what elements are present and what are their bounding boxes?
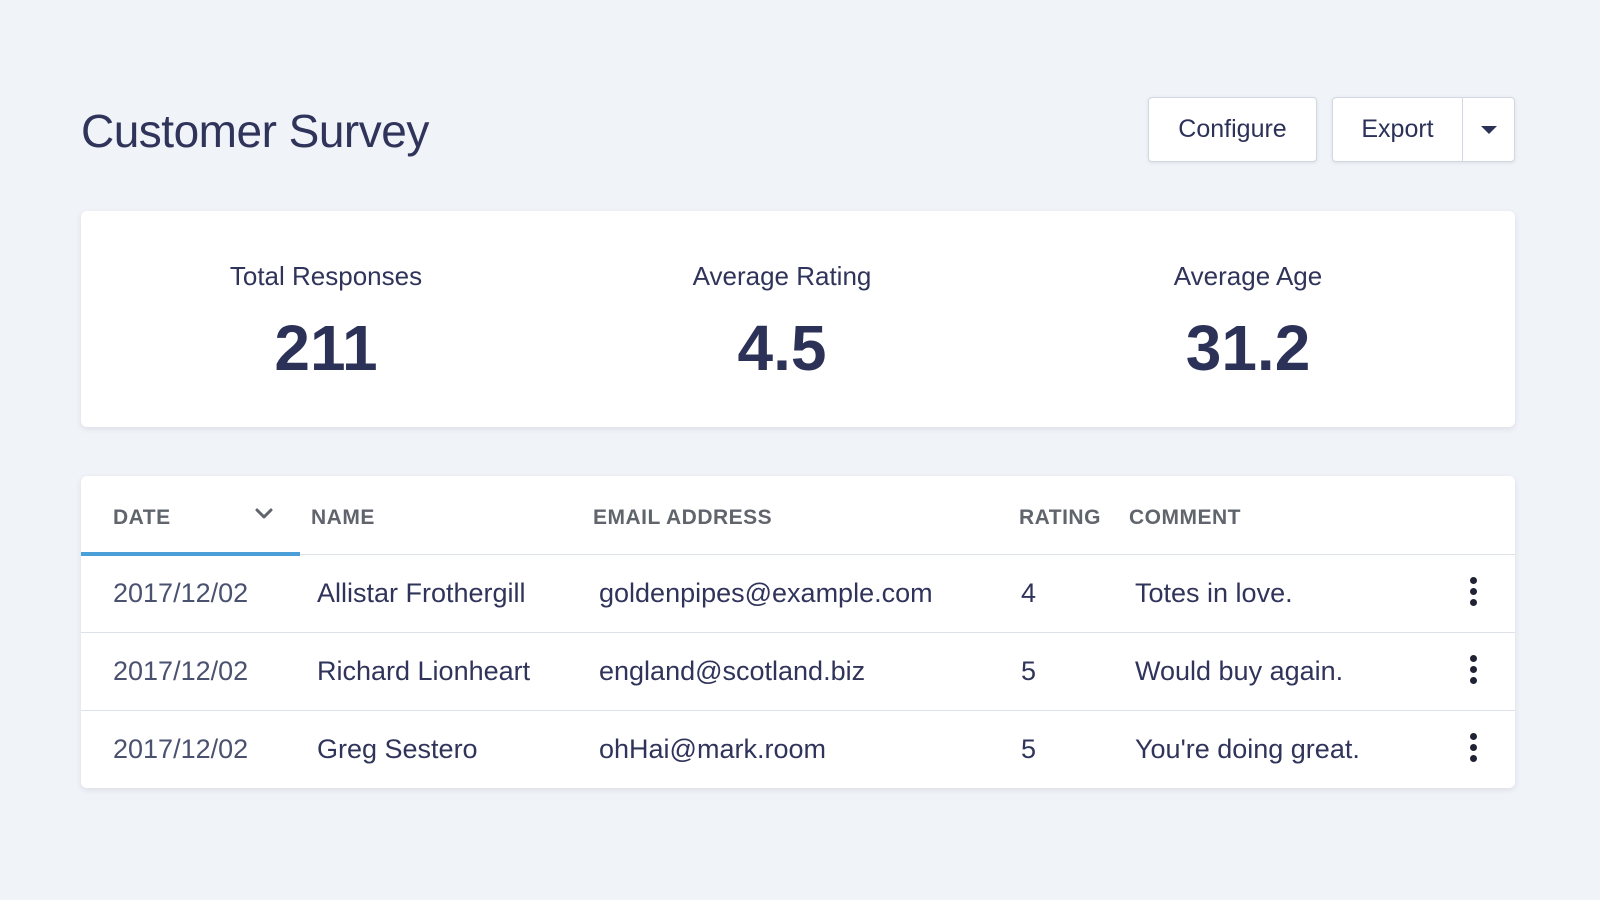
- cell-comment: Would buy again.: [1135, 656, 1344, 686]
- cell-rating: 5: [1021, 734, 1037, 764]
- export-button[interactable]: Export: [1361, 115, 1434, 143]
- cell-rating: 5: [1021, 656, 1037, 686]
- table-header: DATE NAME EMAIL ADDRESS RATING COMMENT: [81, 476, 1515, 556]
- column-header-label: DATE: [113, 506, 171, 529]
- more-vertical-icon[interactable]: [1461, 733, 1485, 767]
- table-row[interactable]: 2017/12/02 Richard Lionheart england@sco…: [81, 633, 1515, 711]
- table-row[interactable]: 2017/12/02 Allistar Frothergill goldenpi…: [81, 555, 1515, 633]
- stat-value: 4.5: [737, 312, 827, 384]
- stat-total-responses: Total Responses 211: [93, 211, 559, 427]
- stat-value: 31.2: [1185, 312, 1311, 384]
- column-header-comment[interactable]: COMMENT: [1129, 506, 1241, 529]
- page-title: Customer Survey: [81, 105, 429, 157]
- cell-rating: 4: [1021, 578, 1037, 608]
- stat-average-age: Average Age 31.2: [1015, 211, 1481, 427]
- export-dropdown-toggle[interactable]: [1462, 98, 1514, 161]
- more-vertical-icon[interactable]: [1461, 577, 1485, 611]
- stat-value: 211: [274, 312, 378, 384]
- cell-comment: You're doing great.: [1135, 734, 1360, 764]
- cell-date: 2017/12/02: [113, 656, 249, 686]
- chevron-down-icon: [255, 508, 273, 519]
- cell-email: goldenpipes@example.com: [599, 578, 933, 608]
- cell-date: 2017/12/02: [113, 734, 249, 764]
- cell-email: ohHai@mark.room: [599, 734, 826, 764]
- stat-label: Total Responses: [229, 261, 423, 291]
- table-row[interactable]: 2017/12/02 Greg Sestero ohHai@mark.room …: [81, 711, 1515, 788]
- toolbar: Configure Export: [1148, 97, 1515, 162]
- configure-button[interactable]: Configure: [1148, 97, 1317, 162]
- column-header-date[interactable]: DATE: [81, 476, 300, 556]
- column-header-rating[interactable]: RATING: [1019, 506, 1101, 529]
- more-vertical-icon[interactable]: [1461, 655, 1485, 689]
- stat-label: Average Rating: [692, 261, 872, 291]
- stat-average-rating: Average Rating 4.5: [549, 211, 1015, 427]
- caret-down-icon: [1480, 125, 1497, 134]
- cell-date: 2017/12/02: [113, 578, 249, 608]
- responses-table: DATE NAME EMAIL ADDRESS RATING COMMENT 2…: [81, 476, 1515, 788]
- cell-name: Richard Lionheart: [317, 656, 531, 686]
- sort-indicator: [81, 552, 300, 556]
- column-header-email[interactable]: EMAIL ADDRESS: [593, 506, 773, 529]
- cell-name: Allistar Frothergill: [317, 578, 526, 608]
- stat-label: Average Age: [1173, 261, 1323, 291]
- cell-name: Greg Sestero: [317, 734, 478, 764]
- cell-email: england@scotland.biz: [599, 656, 866, 686]
- column-header-name[interactable]: NAME: [311, 506, 375, 529]
- cell-comment: Totes in love.: [1135, 578, 1293, 608]
- stats-card: Total Responses 211 Average Rating 4.5 A…: [81, 211, 1515, 427]
- export-button-group: Export: [1332, 97, 1515, 162]
